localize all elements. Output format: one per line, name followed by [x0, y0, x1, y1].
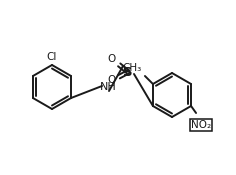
Text: S: S: [123, 65, 133, 79]
Text: Cl: Cl: [47, 52, 57, 62]
Text: O: O: [108, 75, 116, 85]
Text: NO₂: NO₂: [191, 120, 211, 130]
Text: CH₃: CH₃: [123, 63, 142, 73]
Text: O: O: [108, 54, 116, 64]
Text: NH: NH: [100, 82, 116, 92]
